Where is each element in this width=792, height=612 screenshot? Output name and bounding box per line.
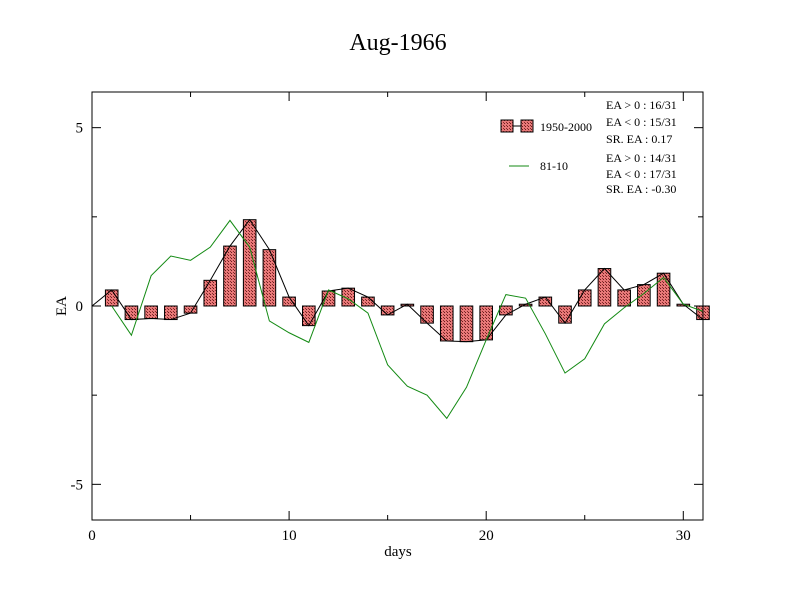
x-tick-label: 30 — [676, 528, 691, 544]
x-tick-label: 20 — [479, 528, 494, 544]
bar — [558, 305, 572, 324]
annotation-line: EA < 0 : 15/31 — [606, 115, 677, 129]
bar — [144, 305, 158, 319]
bar — [164, 305, 178, 321]
annotation-line: EA < 0 : 17/31 — [606, 167, 677, 181]
bar — [183, 305, 198, 314]
bar — [302, 305, 316, 327]
bar — [597, 268, 612, 307]
annotation-line: EA > 0 : 14/31 — [606, 151, 677, 165]
legend-swatch-left — [500, 119, 514, 133]
legend: 1950-2000 81-10 EA > 0 : 16/31 EA < 0 : … — [500, 98, 677, 196]
legend-label-series2: 81-10 — [540, 159, 568, 173]
bar — [203, 279, 218, 307]
annotation-line: SR. EA : -0.30 — [606, 182, 676, 196]
series-line-81-10 — [111, 219, 704, 420]
y-axis-label: EA — [54, 296, 70, 316]
plot-area — [91, 218, 710, 420]
axes: 0 10 20 30 -5 0 5 — [71, 92, 703, 544]
bar — [637, 284, 651, 307]
bar — [617, 289, 631, 307]
bar — [104, 289, 119, 307]
bar — [499, 305, 513, 316]
x-tick-label: 0 — [88, 528, 96, 544]
series-line-1950-2000 — [91, 218, 704, 343]
x-axis-label: days — [384, 544, 412, 560]
bar — [439, 305, 454, 342]
bar — [262, 249, 277, 307]
bar — [282, 296, 296, 307]
x-tick-label: 10 — [282, 528, 297, 544]
legend-label-series1: 1950-2000 — [540, 120, 592, 134]
annotation-line: EA > 0 : 16/31 — [606, 98, 677, 112]
bar — [459, 305, 474, 343]
legend-swatch-right — [520, 119, 534, 133]
annotation-line: SR. EA : 0.17 — [606, 132, 672, 146]
y-tick-label: 5 — [76, 121, 84, 137]
bar — [223, 245, 237, 307]
y-tick-label: 0 — [76, 299, 84, 315]
chart-title: Aug-1966 — [349, 30, 446, 56]
y-tick-label: -5 — [71, 477, 84, 493]
bar — [420, 305, 434, 324]
